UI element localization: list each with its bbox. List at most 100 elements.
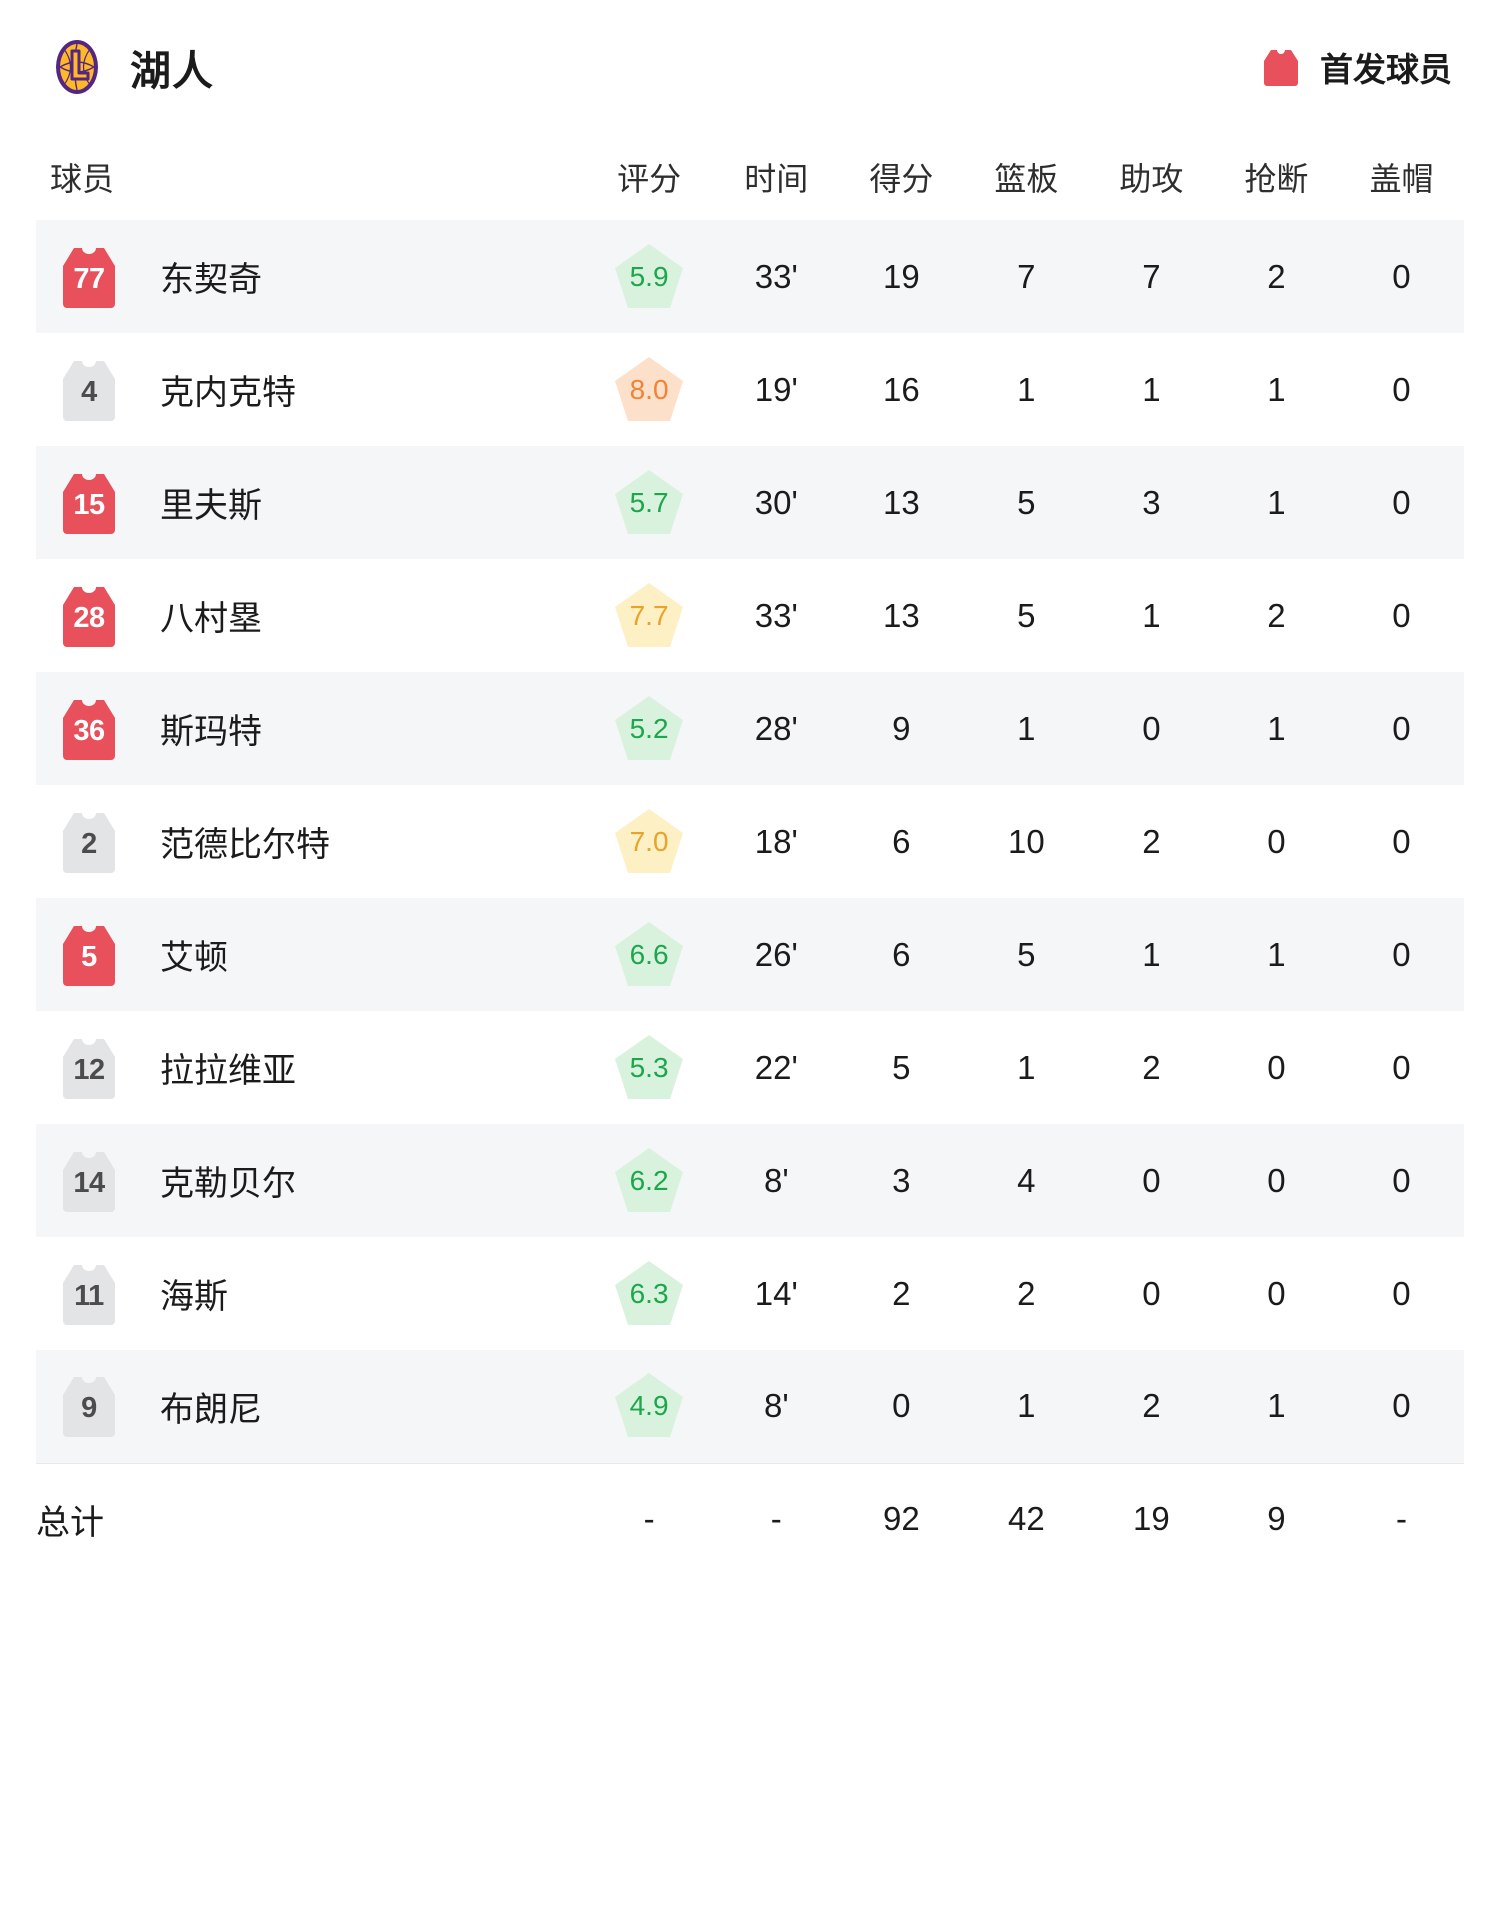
totals-row: 总计 - - 92 42 19 9 - — [36, 1463, 1464, 1575]
player-rating: 7.7 — [584, 559, 713, 672]
rating-value: 7.0 — [629, 825, 669, 857]
stat-points: 19 — [882, 257, 920, 295]
jersey-number: 14 — [73, 1166, 105, 1199]
table-row[interactable]: 2 范德比尔特 7.0 18' 6 10 2 0 0 — [36, 785, 1464, 898]
column-header-rating[interactable]: 评分 — [617, 161, 682, 197]
stat-blocks: 0 — [1392, 822, 1411, 860]
player-cell[interactable]: 77 东契奇 — [36, 220, 584, 333]
stat-minutes: 14' — [754, 1274, 798, 1312]
player-cell[interactable]: 28 八村塁 — [36, 559, 584, 672]
player-name: 东契奇 — [160, 261, 262, 299]
player-cell[interactable]: 11 海斯 — [36, 1237, 584, 1350]
player-cell[interactable]: 12 拉拉维亚 — [36, 1011, 584, 1124]
rating-value: 5.2 — [629, 712, 669, 744]
stat-minutes: 26' — [754, 935, 798, 973]
jersey-number: 36 — [73, 714, 105, 747]
stat-rebounds: 2 — [1017, 1274, 1036, 1312]
totals-minutes: - — [770, 1500, 782, 1538]
jersey-number: 11 — [74, 1279, 104, 1312]
stat-rebounds: 5 — [1017, 596, 1036, 634]
rating-value: 6.2 — [629, 1164, 669, 1196]
rating-value: 5.9 — [629, 260, 669, 292]
rating-badge: 7.0 — [613, 807, 685, 877]
column-header-rebounds[interactable]: 篮板 — [994, 161, 1059, 197]
table-header-row: 球员 评分 时间 得分 篮板 助攻 抢断 盖帽 — [36, 134, 1464, 220]
bench-jersey-icon: 14 — [50, 1145, 128, 1217]
jersey-number: 77 — [73, 262, 105, 295]
rating-badge: 5.2 — [613, 694, 685, 764]
table-row[interactable]: 4 克内克特 8.0 19' 16 1 1 1 0 — [36, 333, 1464, 446]
stat-blocks: 0 — [1392, 1274, 1411, 1312]
rating-badge: 8.0 — [613, 355, 685, 425]
stat-steals: 0 — [1267, 1161, 1286, 1199]
stat-rebounds: 4 — [1017, 1161, 1036, 1199]
stat-steals: 2 — [1267, 257, 1286, 295]
rating-value: 5.3 — [629, 1051, 669, 1083]
stat-rebounds: 7 — [1017, 257, 1036, 295]
column-header-points[interactable]: 得分 — [869, 161, 934, 197]
player-cell[interactable]: 15 里夫斯 — [36, 446, 584, 559]
stat-rebounds: 1 — [1017, 1387, 1036, 1425]
stat-minutes: 30' — [754, 483, 798, 521]
table-row[interactable]: 9 布朗尼 4.9 8' 0 1 2 1 0 — [36, 1350, 1464, 1463]
stat-minutes: 8' — [763, 1387, 789, 1425]
jersey-number: 5 — [81, 940, 97, 973]
stat-minutes: 28' — [754, 709, 798, 747]
rating-value: 7.7 — [629, 599, 669, 631]
jersey-number: 4 — [81, 375, 97, 408]
stat-steals: 1 — [1267, 1387, 1286, 1425]
stat-assists: 0 — [1142, 1161, 1161, 1199]
stat-steals: 1 — [1267, 370, 1286, 408]
jersey-number: 9 — [81, 1392, 97, 1425]
stat-steals: 0 — [1267, 1274, 1286, 1312]
stat-steals: 1 — [1267, 935, 1286, 973]
player-cell[interactable]: 5 艾顿 — [36, 898, 584, 1011]
player-cell[interactable]: 36 斯玛特 — [36, 672, 584, 785]
rating-badge: 6.2 — [613, 1146, 685, 1216]
bench-jersey-icon: 11 — [50, 1258, 128, 1330]
table-row[interactable]: 14 克勒贝尔 6.2 8' 3 4 0 0 0 — [36, 1124, 1464, 1237]
table-row[interactable]: 28 八村塁 7.7 33' 13 5 1 2 0 — [36, 559, 1464, 672]
stat-points: 5 — [892, 1048, 911, 1086]
column-header-blocks[interactable]: 盖帽 — [1369, 161, 1434, 197]
player-rating: 6.6 — [584, 898, 713, 1011]
column-header-player[interactable]: 球员 — [50, 161, 115, 197]
stat-minutes: 22' — [754, 1048, 798, 1086]
player-rating: 7.0 — [584, 785, 713, 898]
column-header-minutes[interactable]: 时间 — [744, 161, 809, 197]
bench-jersey-icon: 9 — [50, 1370, 128, 1442]
stat-rebounds: 5 — [1017, 483, 1036, 521]
player-rating: 5.7 — [584, 446, 713, 559]
player-cell[interactable]: 9 布朗尼 — [36, 1350, 584, 1463]
player-cell[interactable]: 2 范德比尔特 — [36, 785, 584, 898]
table-row[interactable]: 5 艾顿 6.6 26' 6 5 1 1 0 — [36, 898, 1464, 1011]
starter-jersey-icon: 15 — [50, 467, 128, 539]
rating-value: 6.6 — [629, 938, 669, 970]
stat-points: 13 — [882, 596, 920, 634]
table-row[interactable]: 15 里夫斯 5.7 30' 13 5 3 1 0 — [36, 446, 1464, 559]
stat-points: 6 — [892, 822, 911, 860]
stat-rebounds: 1 — [1017, 709, 1036, 747]
column-header-steals[interactable]: 抢断 — [1244, 161, 1309, 197]
table-row[interactable]: 12 拉拉维亚 5.3 22' 5 1 2 0 0 — [36, 1011, 1464, 1124]
table-row[interactable]: 11 海斯 6.3 14' 2 2 0 0 0 — [36, 1237, 1464, 1350]
table-row[interactable]: 77 东契奇 5.9 33' 19 7 7 2 0 — [36, 220, 1464, 333]
player-name: 里夫斯 — [160, 487, 262, 525]
stat-blocks: 0 — [1392, 1048, 1411, 1086]
stat-blocks: 0 — [1392, 709, 1411, 747]
stat-assists: 2 — [1142, 1048, 1161, 1086]
jersey-number: 28 — [73, 601, 105, 634]
rating-badge: 5.9 — [613, 242, 685, 312]
stat-rebounds: 1 — [1017, 370, 1036, 408]
stat-minutes: 33' — [754, 596, 798, 634]
column-header-assists[interactable]: 助攻 — [1119, 161, 1184, 197]
rating-value: 8.0 — [629, 373, 669, 405]
stat-assists: 1 — [1142, 596, 1161, 634]
rating-value: 4.9 — [629, 1390, 669, 1422]
totals-label: 总计 — [36, 1503, 104, 1542]
player-cell[interactable]: 14 克勒贝尔 — [36, 1124, 584, 1237]
player-rating: 5.3 — [584, 1011, 713, 1124]
table-row[interactable]: 36 斯玛特 5.2 28' 9 1 0 1 0 — [36, 672, 1464, 785]
player-rating: 5.9 — [584, 220, 713, 333]
player-cell[interactable]: 4 克内克特 — [36, 333, 584, 446]
